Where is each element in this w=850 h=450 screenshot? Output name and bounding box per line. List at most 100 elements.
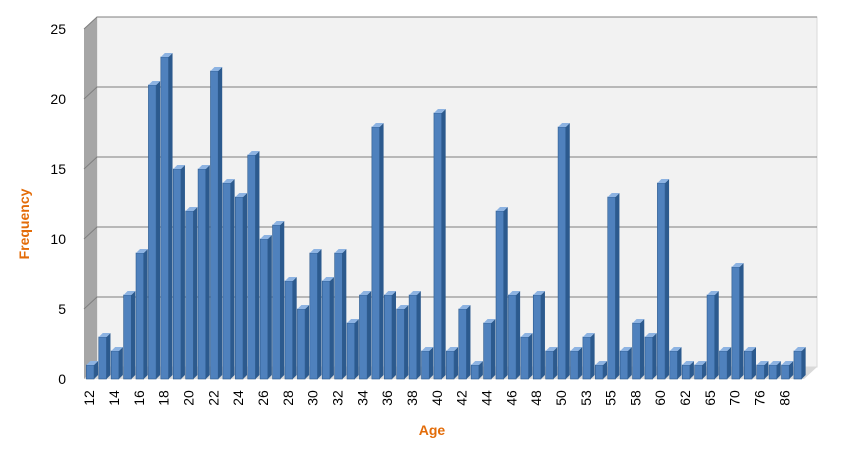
- x-tick-label: 76: [752, 390, 768, 406]
- x-tick-label: 26: [255, 390, 271, 406]
- x-tick-label: 30: [305, 390, 321, 406]
- bar: [371, 123, 384, 380]
- x-tick-label: 65: [702, 390, 718, 406]
- x-tick-label: 32: [329, 390, 345, 406]
- bar: [756, 361, 769, 380]
- x-tick-label: 46: [503, 390, 519, 406]
- y-tick-label: 25: [50, 21, 66, 37]
- x-tick-label: 12: [81, 390, 97, 406]
- bar: [123, 291, 136, 380]
- bar: [247, 151, 260, 380]
- x-tick-label: 36: [379, 390, 395, 406]
- gridline: [83, 86, 817, 100]
- gridline: [83, 226, 817, 240]
- bar: [619, 347, 632, 380]
- x-tick-label: 70: [727, 390, 743, 406]
- x-tick-label: 62: [677, 390, 693, 406]
- y-tick-label: 5: [58, 301, 66, 317]
- bar: [110, 347, 123, 380]
- x-tick-label: 42: [454, 390, 470, 406]
- bar: [210, 67, 223, 380]
- bar: [781, 361, 794, 380]
- x-tick-label: 22: [205, 390, 221, 406]
- bar: [259, 235, 272, 380]
- x-tick-label: 18: [156, 390, 172, 406]
- bars: [86, 53, 806, 380]
- x-tick-label: 34: [354, 390, 370, 406]
- x-tick-label: 40: [429, 390, 445, 406]
- bar: [681, 361, 694, 380]
- bar: [508, 291, 521, 380]
- bar: [383, 291, 396, 380]
- bar: [172, 165, 185, 380]
- x-tick-label: 28: [280, 390, 296, 406]
- y-tick-label: 20: [50, 91, 66, 107]
- bar: [520, 333, 533, 380]
- x-tick-label: 53: [578, 390, 594, 406]
- x-tick-label: 60: [652, 390, 668, 406]
- bar: [160, 53, 173, 380]
- gridline: [83, 156, 817, 170]
- y-tick-label: 15: [50, 161, 66, 177]
- bar: [185, 207, 198, 380]
- bar: [669, 347, 682, 380]
- x-tick-label: 48: [528, 390, 544, 406]
- bar: [421, 347, 434, 380]
- x-tick-label: 44: [478, 390, 494, 406]
- bar: [86, 361, 99, 380]
- bar: [396, 305, 409, 380]
- bar: [346, 319, 359, 380]
- bar: [222, 179, 235, 380]
- side-wall: [84, 17, 97, 379]
- y-axis-title: Frequency: [16, 188, 32, 259]
- bar: [607, 193, 620, 380]
- bar: [793, 347, 806, 380]
- bar: [470, 361, 483, 380]
- gridline: [83, 296, 817, 310]
- bar: [595, 361, 608, 380]
- x-tick-label: 16: [131, 390, 147, 406]
- x-tick-label: 58: [627, 390, 643, 406]
- bar: [297, 305, 310, 380]
- bar: [359, 291, 372, 380]
- bar: [235, 193, 248, 380]
- bar: [532, 291, 545, 380]
- bar: [719, 347, 732, 380]
- bar: [694, 361, 707, 380]
- bar: [483, 319, 496, 380]
- x-tick-label: 24: [230, 390, 246, 406]
- bar: [495, 207, 508, 380]
- x-axis-ticks: 12 14 16 18 20 22 24 26 28 30 32 34 36 38 40 42 44 46 48 50…: [81, 390, 792, 406]
- bar: [433, 109, 446, 380]
- bar: [768, 361, 781, 380]
- bar: [657, 179, 670, 380]
- bar: [284, 277, 297, 380]
- bar: [570, 347, 583, 380]
- gridline: [83, 16, 817, 30]
- bar: [458, 305, 471, 380]
- bar: [446, 347, 459, 380]
- x-axis-title: Age: [419, 422, 446, 438]
- x-tick-label: 14: [106, 390, 122, 406]
- bar: [334, 249, 347, 380]
- gridlines: [83, 16, 817, 310]
- bar: [321, 277, 334, 380]
- bar: [135, 249, 148, 380]
- y-tick-label: 0: [58, 371, 66, 387]
- bar: [98, 333, 111, 380]
- bar: [148, 81, 161, 380]
- bar: [582, 333, 595, 380]
- bar: [731, 263, 744, 380]
- x-tick-label: 50: [553, 390, 569, 406]
- bar: [644, 333, 657, 380]
- bar: [197, 165, 210, 380]
- y-axis-ticks: 0 5 10 15 20 25: [50, 21, 66, 387]
- bar: [272, 221, 285, 380]
- x-tick-label: 55: [603, 390, 619, 406]
- x-tick-label: 86: [776, 390, 792, 406]
- bar: [557, 123, 570, 380]
- bar: [706, 291, 719, 380]
- y-tick-label: 10: [50, 231, 66, 247]
- x-tick-label: 38: [404, 390, 420, 406]
